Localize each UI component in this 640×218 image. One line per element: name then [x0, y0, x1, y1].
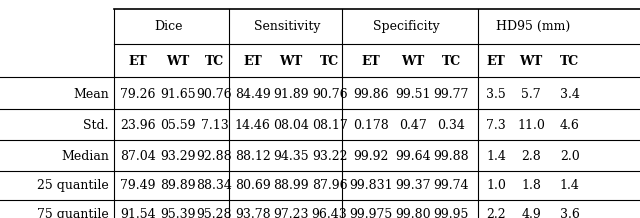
Text: 4.6: 4.6: [559, 119, 580, 132]
Text: ET: ET: [362, 54, 381, 68]
Text: 1.0: 1.0: [486, 179, 506, 192]
Text: 75 quantile: 75 quantile: [37, 208, 109, 218]
Text: 1.8: 1.8: [521, 179, 541, 192]
Text: 99.77: 99.77: [433, 88, 469, 101]
Text: WT: WT: [401, 54, 424, 68]
Text: 89.89: 89.89: [160, 179, 196, 192]
Text: TC: TC: [442, 54, 461, 68]
Text: TC: TC: [320, 54, 339, 68]
Text: 84.49: 84.49: [235, 88, 271, 101]
Text: 0.178: 0.178: [353, 119, 389, 132]
Text: 99.74: 99.74: [433, 179, 469, 192]
Text: 90.76: 90.76: [312, 88, 348, 101]
Text: 79.49: 79.49: [120, 179, 156, 192]
Text: 99.80: 99.80: [395, 208, 431, 218]
Text: ET: ET: [243, 54, 262, 68]
Text: Mean: Mean: [73, 88, 109, 101]
Text: 93.29: 93.29: [160, 150, 196, 163]
Text: 1.4: 1.4: [559, 179, 580, 192]
Text: 08.17: 08.17: [312, 119, 348, 132]
Text: 7.3: 7.3: [486, 119, 506, 132]
Text: ET: ET: [128, 54, 147, 68]
Text: 11.0: 11.0: [517, 119, 545, 132]
Text: 88.12: 88.12: [235, 150, 271, 163]
Text: Median: Median: [61, 150, 109, 163]
Text: Sensitivity: Sensitivity: [254, 20, 321, 33]
Text: 99.92: 99.92: [353, 150, 389, 163]
Text: 97.23: 97.23: [273, 208, 309, 218]
Text: 3.6: 3.6: [559, 208, 580, 218]
Text: 99.95: 99.95: [433, 208, 469, 218]
Text: 87.04: 87.04: [120, 150, 156, 163]
Text: 99.831: 99.831: [349, 179, 393, 192]
Text: 99.88: 99.88: [433, 150, 469, 163]
Text: WT: WT: [166, 54, 189, 68]
Text: 87.96: 87.96: [312, 179, 348, 192]
Text: 1.4: 1.4: [486, 150, 506, 163]
Text: TC: TC: [205, 54, 224, 68]
Text: 91.65: 91.65: [160, 88, 196, 101]
Text: 2.2: 2.2: [486, 208, 506, 218]
Text: 99.975: 99.975: [349, 208, 393, 218]
Text: 99.51: 99.51: [395, 88, 431, 101]
Text: WT: WT: [280, 54, 303, 68]
Text: 96.43: 96.43: [312, 208, 348, 218]
Text: 95.28: 95.28: [196, 208, 232, 218]
Text: 2.0: 2.0: [560, 150, 579, 163]
Text: 3.4: 3.4: [559, 88, 580, 101]
Text: Dice: Dice: [155, 20, 183, 33]
Text: 14.46: 14.46: [235, 119, 271, 132]
Text: 0.47: 0.47: [399, 119, 427, 132]
Text: 91.54: 91.54: [120, 208, 156, 218]
Text: 95.39: 95.39: [160, 208, 196, 218]
Text: 93.22: 93.22: [312, 150, 348, 163]
Text: 7.13: 7.13: [200, 119, 228, 132]
Text: 80.69: 80.69: [235, 179, 271, 192]
Text: 99.37: 99.37: [395, 179, 431, 192]
Text: 94.35: 94.35: [273, 150, 309, 163]
Text: 3.5: 3.5: [486, 88, 506, 101]
Text: 99.64: 99.64: [395, 150, 431, 163]
Text: 0.34: 0.34: [437, 119, 465, 132]
Text: WT: WT: [520, 54, 543, 68]
Text: TC: TC: [560, 54, 579, 68]
Text: 93.78: 93.78: [235, 208, 271, 218]
Text: 23.96: 23.96: [120, 119, 156, 132]
Text: 91.89: 91.89: [273, 88, 309, 101]
Text: 08.04: 08.04: [273, 119, 309, 132]
Text: 92.88: 92.88: [196, 150, 232, 163]
Text: 4.9: 4.9: [522, 208, 541, 218]
Text: 99.86: 99.86: [353, 88, 389, 101]
Text: 5.7: 5.7: [522, 88, 541, 101]
Text: Std.: Std.: [83, 119, 109, 132]
Text: ET: ET: [486, 54, 506, 68]
Text: 2.8: 2.8: [522, 150, 541, 163]
Text: 88.34: 88.34: [196, 179, 232, 192]
Text: 25 quantile: 25 quantile: [37, 179, 109, 192]
Text: Specificity: Specificity: [373, 20, 440, 33]
Text: 79.26: 79.26: [120, 88, 156, 101]
Text: HD95 (mm): HD95 (mm): [496, 20, 570, 33]
Text: 90.76: 90.76: [196, 88, 232, 101]
Text: 88.99: 88.99: [273, 179, 309, 192]
Text: 05.59: 05.59: [160, 119, 196, 132]
